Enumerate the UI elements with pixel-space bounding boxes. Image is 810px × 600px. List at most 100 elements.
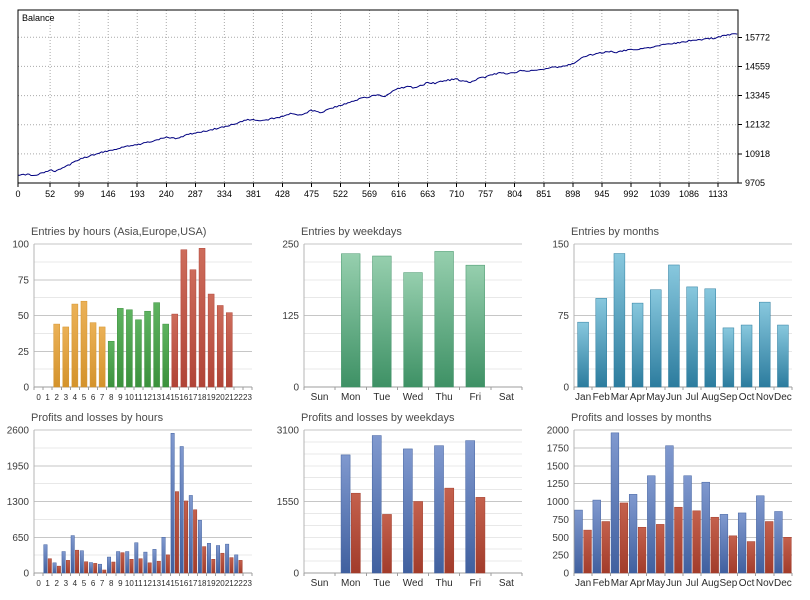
svg-text:8: 8 bbox=[109, 579, 114, 588]
entries-by-weekdays-chart: 0 125 250 Sun Mon Tue Wed Thu Fri Sat bbox=[282, 240, 523, 403]
chart-title: Profits and losses by hours bbox=[31, 412, 164, 424]
bars bbox=[340, 435, 486, 574]
svg-text:334: 334 bbox=[217, 189, 232, 199]
svg-text:5: 5 bbox=[82, 579, 87, 588]
svg-text:21: 21 bbox=[225, 393, 234, 402]
svg-text:Tue: Tue bbox=[373, 578, 390, 589]
svg-text:Sat: Sat bbox=[499, 578, 514, 589]
svg-text:10918: 10918 bbox=[745, 149, 770, 159]
bars bbox=[341, 251, 485, 388]
svg-text:1: 1 bbox=[45, 579, 50, 588]
svg-text:14: 14 bbox=[161, 393, 170, 402]
svg-text:15: 15 bbox=[170, 393, 179, 402]
svg-text:Thu: Thu bbox=[436, 578, 453, 589]
bar-y-axis-labels: 0 650 1300 1950 2600 bbox=[7, 426, 30, 580]
bar-x-axis-labels: Jan Feb Mar Apr May Jun Jul Aug Sep Oct Nov Dec bbox=[575, 578, 792, 589]
svg-text:7: 7 bbox=[100, 393, 105, 402]
svg-text:Jun: Jun bbox=[666, 392, 682, 403]
bar-grid bbox=[573, 243, 793, 390]
svg-text:710: 710 bbox=[449, 189, 464, 199]
svg-text:100: 100 bbox=[12, 240, 29, 251]
svg-text:0: 0 bbox=[563, 383, 569, 394]
svg-text:4: 4 bbox=[73, 579, 78, 588]
svg-text:16: 16 bbox=[179, 393, 188, 402]
svg-text:21: 21 bbox=[225, 579, 234, 588]
svg-text:23: 23 bbox=[243, 579, 252, 588]
bars bbox=[43, 433, 243, 574]
svg-text:1000: 1000 bbox=[547, 497, 570, 508]
balance-line bbox=[18, 33, 738, 176]
svg-text:Sun: Sun bbox=[311, 392, 329, 403]
balance-chart-panel: Balance 0 52 99 146 193 240 287 334 381 428 475 522… bbox=[0, 0, 810, 207]
svg-text:0: 0 bbox=[563, 569, 569, 580]
svg-text:650: 650 bbox=[12, 533, 29, 544]
svg-text:99: 99 bbox=[74, 189, 84, 199]
svg-text:287: 287 bbox=[188, 189, 203, 199]
svg-text:Jan: Jan bbox=[575, 578, 591, 589]
svg-text:804: 804 bbox=[507, 189, 522, 199]
svg-text:3: 3 bbox=[64, 579, 69, 588]
bar-x-axis-labels: 0 1 2 3 4 5 6 7 8 9 10 11 12 13 14 15 16 17 18 19 20 21 22 23 bbox=[36, 579, 252, 588]
svg-text:Jan: Jan bbox=[575, 392, 591, 403]
svg-text:851: 851 bbox=[536, 189, 551, 199]
pl-by-weekdays-chart: 0 1550 3100 Sun Mon Tue Wed Thu Fri Sat bbox=[277, 426, 523, 589]
svg-text:Sun: Sun bbox=[311, 578, 329, 589]
svg-text:May: May bbox=[646, 578, 665, 589]
chart-title: Profits and losses by weekdays bbox=[301, 412, 455, 424]
svg-text:250: 250 bbox=[282, 240, 299, 251]
svg-text:Jul: Jul bbox=[686, 578, 699, 589]
svg-text:500: 500 bbox=[552, 533, 569, 544]
svg-text:2: 2 bbox=[54, 579, 59, 588]
svg-text:Wed: Wed bbox=[403, 578, 423, 589]
svg-text:Thu: Thu bbox=[436, 392, 453, 403]
svg-text:17: 17 bbox=[189, 393, 198, 402]
pl-by-hours-panel: Profits and losses by hours 0 650 1300 1950… bbox=[0, 408, 270, 598]
svg-text:Wed: Wed bbox=[403, 392, 423, 403]
svg-text:9: 9 bbox=[118, 579, 123, 588]
svg-text:15772: 15772 bbox=[745, 32, 770, 42]
pl-by-months-panel: Profits and losses by months 0 250 500 750 1… bbox=[540, 408, 810, 598]
svg-text:10: 10 bbox=[125, 393, 134, 402]
svg-text:522: 522 bbox=[333, 189, 348, 199]
svg-text:11: 11 bbox=[134, 393, 143, 402]
svg-text:19: 19 bbox=[207, 579, 216, 588]
svg-text:18: 18 bbox=[198, 579, 207, 588]
svg-text:12: 12 bbox=[143, 393, 152, 402]
svg-text:Sat: Sat bbox=[499, 392, 514, 403]
svg-text:428: 428 bbox=[275, 189, 290, 199]
svg-text:1039: 1039 bbox=[650, 189, 670, 199]
svg-text:20: 20 bbox=[216, 579, 225, 588]
bar-grid bbox=[303, 429, 523, 576]
svg-text:22: 22 bbox=[234, 393, 243, 402]
svg-text:16: 16 bbox=[179, 579, 188, 588]
svg-text:Mar: Mar bbox=[611, 578, 629, 589]
svg-text:663: 663 bbox=[420, 189, 435, 199]
svg-text:25: 25 bbox=[18, 347, 30, 358]
bar-grid bbox=[33, 429, 253, 576]
svg-text:2600: 2600 bbox=[7, 426, 30, 437]
pl-by-weekdays-panel: Profits and losses by weekdays 0 1550 3100… bbox=[270, 408, 540, 598]
svg-text:1500: 1500 bbox=[547, 461, 570, 472]
svg-text:14559: 14559 bbox=[745, 61, 770, 71]
svg-text:8: 8 bbox=[109, 393, 114, 402]
svg-text:3: 3 bbox=[64, 393, 69, 402]
bar-y-axis-labels: 0 125 250 bbox=[282, 240, 299, 394]
bar-y-axis-labels: 0 1550 3100 bbox=[277, 426, 300, 580]
svg-text:22: 22 bbox=[234, 579, 243, 588]
svg-text:0: 0 bbox=[36, 393, 41, 402]
bar-y-axis-labels: 0 75 150 bbox=[552, 240, 569, 394]
svg-text:1086: 1086 bbox=[679, 189, 699, 199]
svg-text:0: 0 bbox=[15, 189, 20, 199]
svg-text:381: 381 bbox=[246, 189, 261, 199]
svg-text:20: 20 bbox=[216, 393, 225, 402]
svg-text:12: 12 bbox=[143, 579, 152, 588]
svg-text:9705: 9705 bbox=[745, 178, 765, 188]
svg-text:Mon: Mon bbox=[341, 392, 360, 403]
svg-text:Aug: Aug bbox=[701, 578, 719, 589]
bars bbox=[53, 248, 233, 388]
bar-y-axis-labels: 0 25 50 75 100 bbox=[12, 240, 29, 394]
svg-text:Feb: Feb bbox=[593, 578, 611, 589]
svg-text:15: 15 bbox=[170, 579, 179, 588]
bar-grid bbox=[33, 243, 253, 390]
